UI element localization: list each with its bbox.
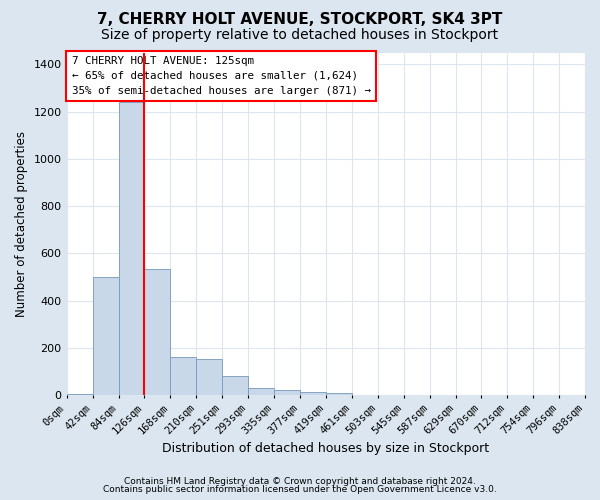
Y-axis label: Number of detached properties: Number of detached properties: [15, 131, 28, 317]
Bar: [300, 392, 326, 395]
X-axis label: Distribution of detached houses by size in Stockport: Distribution of detached houses by size …: [162, 442, 490, 455]
Bar: [67, 394, 92, 395]
Bar: [196, 358, 222, 395]
Bar: [170, 358, 196, 395]
Bar: [92, 277, 119, 395]
Text: 7 CHERRY HOLT AVENUE: 125sqm
← 65% of detached houses are smaller (1,624)
35% of: 7 CHERRY HOLT AVENUE: 125sqm ← 65% of de…: [72, 56, 371, 96]
Text: Size of property relative to detached houses in Stockport: Size of property relative to detached ho…: [101, 28, 499, 42]
Bar: [222, 376, 248, 395]
Text: 7, CHERRY HOLT AVENUE, STOCKPORT, SK4 3PT: 7, CHERRY HOLT AVENUE, STOCKPORT, SK4 3P…: [97, 12, 503, 28]
Bar: [326, 394, 352, 395]
Bar: [119, 102, 145, 395]
Text: Contains public sector information licensed under the Open Government Licence v3: Contains public sector information licen…: [103, 485, 497, 494]
Bar: [248, 388, 274, 395]
Bar: [145, 269, 170, 395]
Bar: [274, 390, 300, 395]
Text: Contains HM Land Registry data © Crown copyright and database right 2024.: Contains HM Land Registry data © Crown c…: [124, 477, 476, 486]
